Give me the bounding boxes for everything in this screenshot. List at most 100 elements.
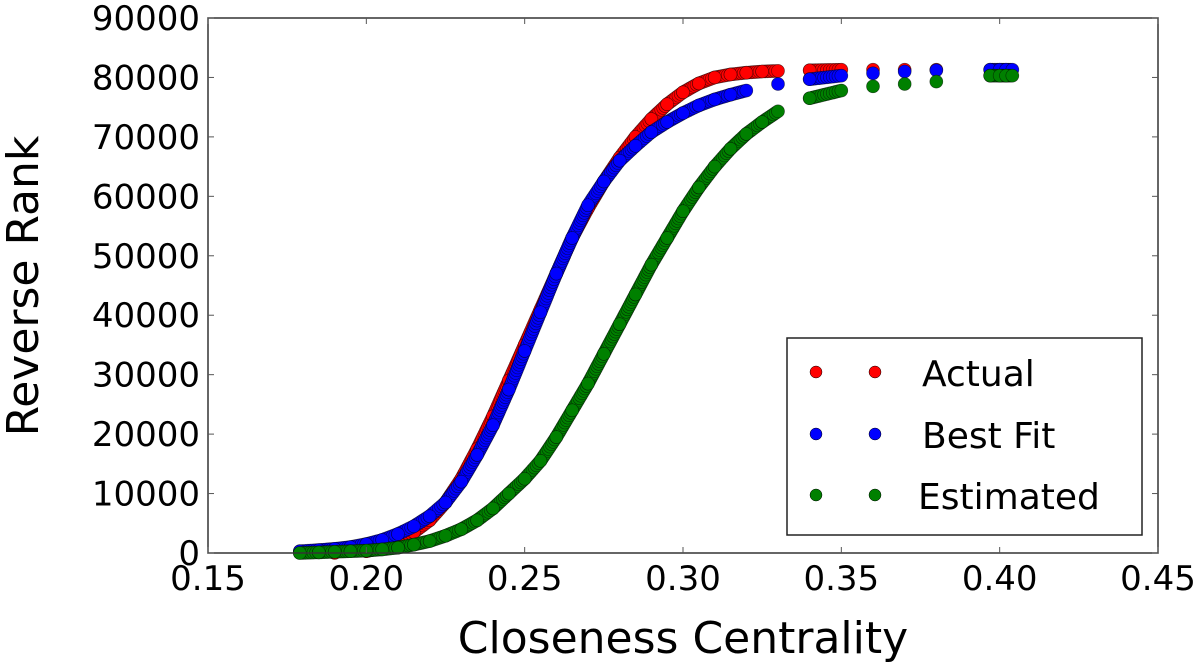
series-layer: [293, 62, 1020, 560]
x-tick-label: 0.25: [487, 559, 563, 599]
x-axis-label: Closeness Centrality: [458, 613, 908, 664]
data-point: [644, 125, 659, 139]
data-point: [549, 266, 564, 281]
data-point: [1005, 68, 1020, 83]
data-point: [533, 454, 548, 468]
data-point: [771, 77, 785, 91]
data-point: [676, 85, 690, 100]
y-tick-label: 70000: [92, 118, 200, 158]
series-estimated: [293, 68, 1020, 560]
y-tick-label: 40000: [92, 296, 200, 336]
legend-marker-icon: [809, 365, 823, 379]
legend-item-best-fit: Best Fit: [809, 416, 1055, 457]
data-point: [692, 98, 706, 113]
y-tick-label: 80000: [92, 58, 200, 98]
legend: Actual Best Fit Estimated: [786, 337, 1143, 536]
data-point: [692, 76, 706, 91]
data-point: [407, 537, 421, 552]
legend-marker-icon: [868, 365, 882, 379]
legend-label: Best Fit: [922, 416, 1055, 457]
data-point: [771, 64, 785, 78]
x-tick-label: 0.40: [962, 559, 1038, 599]
data-point: [581, 198, 595, 213]
data-point: [612, 317, 627, 331]
data-point: [517, 344, 532, 358]
data-point: [660, 231, 674, 245]
data-point: [834, 83, 849, 98]
data-point: [660, 97, 674, 111]
data-point: [470, 448, 484, 462]
y-tick-label: 20000: [92, 415, 200, 455]
data-point: [660, 115, 674, 129]
data-point: [422, 534, 437, 548]
data-point: [739, 65, 754, 80]
data-point: [375, 542, 389, 557]
data-point: [692, 180, 706, 195]
legend-marker-icon: [868, 427, 882, 441]
legend-marker-icon: [868, 488, 882, 502]
data-point: [739, 83, 754, 98]
legend-label: Estimated: [918, 477, 1100, 518]
data-point: [454, 522, 469, 537]
y-tick-label: 50000: [92, 237, 200, 277]
x-tick-label: 0.15: [170, 559, 246, 599]
data-point: [628, 139, 643, 153]
legend-item-actual: Actual: [809, 354, 1035, 395]
y-axis-label: Reverse Rank: [0, 135, 49, 436]
data-point: [597, 347, 611, 361]
data-point: [470, 513, 484, 528]
data-point: [644, 257, 659, 272]
data-point: [676, 106, 690, 120]
data-point: [502, 486, 516, 501]
data-point: [802, 72, 817, 87]
data-point: [454, 474, 469, 489]
data-point: [612, 153, 627, 168]
data-point: [549, 430, 564, 444]
data-point: [866, 66, 880, 81]
x-tick-labels: 0.15 0.20 0.25 0.30 0.35 0.40 0.45: [170, 559, 1196, 599]
legend-box: [786, 337, 1143, 536]
data-point: [327, 545, 342, 559]
data-point: [723, 67, 738, 82]
data-point: [502, 382, 516, 397]
y-tick-label: 30000: [92, 356, 200, 396]
y-tick-label: 90000: [92, 0, 200, 39]
legend-marker-icon: [809, 427, 823, 441]
data-point: [676, 204, 690, 218]
x-tick-label: 0.35: [803, 559, 879, 599]
data-point: [565, 403, 579, 418]
y-tick-labels: 0 10000 20000 30000 40000 50000 60000 70000 8000…: [92, 0, 200, 574]
data-point: [707, 92, 722, 107]
data-point: [422, 509, 437, 523]
data-point: [834, 68, 849, 83]
series-best-fit: [293, 62, 1020, 559]
legend-item-estimated: Estimated: [809, 477, 1100, 518]
data-point: [533, 305, 548, 320]
data-point: [866, 79, 880, 94]
data-point: [581, 376, 595, 391]
y-tick-label: 60000: [92, 177, 200, 217]
data-point: [802, 91, 817, 106]
x-tick-label: 0.45: [1120, 559, 1196, 599]
data-point: [755, 115, 769, 129]
data-point: [723, 87, 738, 102]
data-point: [707, 159, 722, 174]
data-point: [407, 519, 421, 534]
data-point: [486, 418, 500, 432]
axis-ticks: [207, 17, 1159, 554]
data-point: [897, 77, 912, 91]
data-point: [565, 231, 579, 245]
x-tick-label: 0.20: [328, 559, 404, 599]
data-point: [929, 74, 944, 89]
data-point: [755, 64, 769, 79]
data-point: [723, 141, 738, 156]
data-point: [486, 501, 500, 516]
data-point: [343, 544, 358, 559]
data-point: [391, 527, 405, 541]
legend-label: Actual: [922, 354, 1035, 395]
data-point: [391, 540, 405, 555]
x-tick-label: 0.30: [645, 559, 721, 599]
data-point: [628, 287, 643, 302]
data-point: [517, 471, 532, 486]
